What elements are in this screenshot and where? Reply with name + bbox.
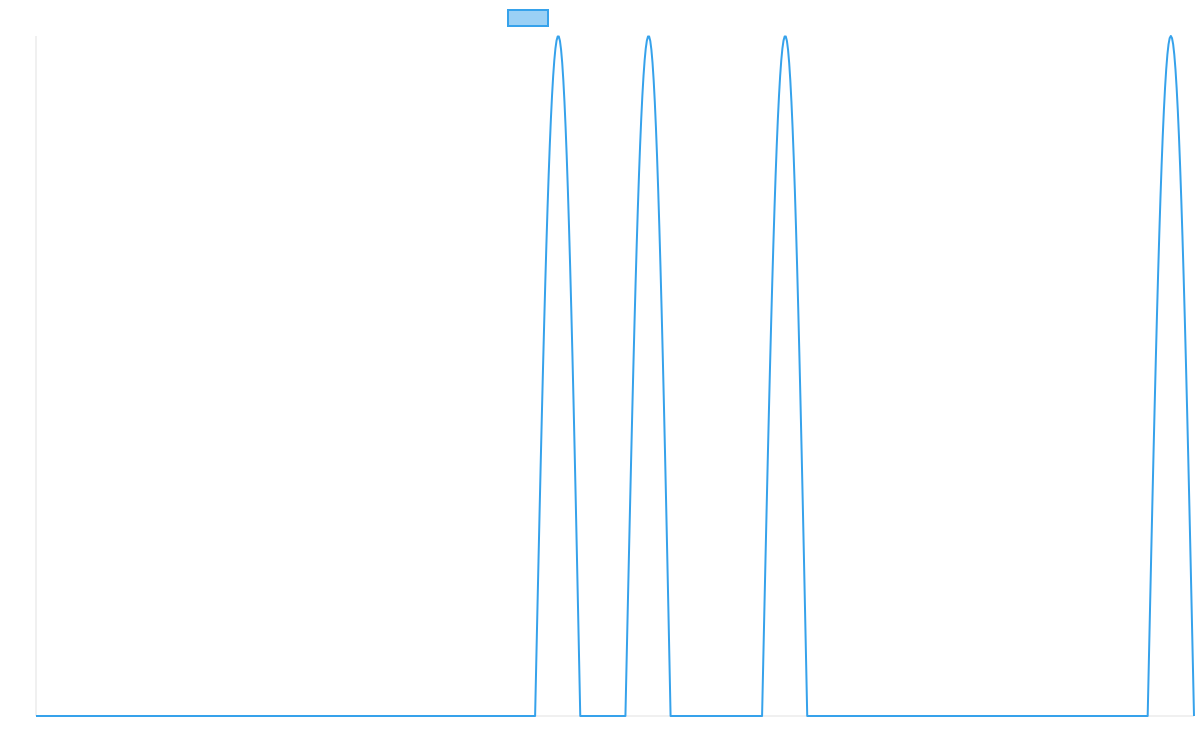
axes xyxy=(35,36,1194,717)
series-layer xyxy=(36,35,1195,717)
series-line-0 xyxy=(36,35,1195,717)
legend-swatch-0[interactable] xyxy=(507,9,549,27)
legend[interactable] xyxy=(507,9,549,27)
